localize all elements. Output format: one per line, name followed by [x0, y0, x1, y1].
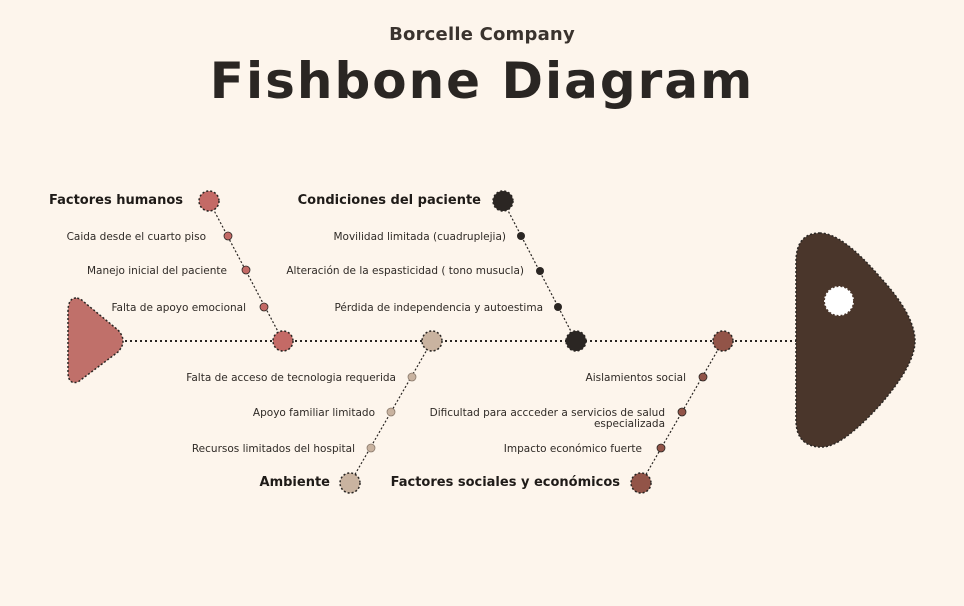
cause-label: Manejo inicial del paciente [87, 265, 227, 277]
category-label-paciente: Condiciones del paciente [298, 193, 482, 208]
cause-label: Aislamientos social [586, 372, 686, 384]
fish-tail [67, 297, 124, 384]
cause-dot [517, 232, 525, 240]
cause-label: especializada [594, 418, 665, 430]
page-title: Fishbone Diagram [209, 52, 755, 110]
cause-dot [366, 443, 376, 453]
cause-label: Apoyo familiar limitado [253, 407, 375, 419]
cause-label: Impacto económico fuerte [504, 443, 642, 455]
cause-dot [259, 302, 269, 312]
cause-dot [677, 407, 687, 417]
cause-dot [698, 372, 708, 382]
cause-dot [656, 443, 666, 453]
bone-sociales-head [630, 472, 652, 494]
fish-head [795, 232, 916, 448]
cause-dot [386, 407, 396, 417]
cause-label: Recursos limitados del hospital [192, 443, 355, 455]
cause-dot [536, 267, 544, 275]
cause-dot [554, 303, 562, 311]
company-name: Borcelle Company [389, 24, 575, 45]
bone-humanos-head [198, 190, 220, 212]
category-label-humanos: Factores humanos [49, 193, 183, 208]
cause-label: Falta de apoyo emocional [111, 302, 246, 314]
cause-dot [241, 265, 251, 275]
cause-label: Alteración de la espasticidad ( tono mus… [286, 265, 524, 277]
bone-ambiente-head [339, 472, 361, 494]
bone-paciente-head [492, 190, 514, 212]
cause-label: Movilidad limitada (cuadruplejia) [333, 231, 506, 243]
bone-paciente-joint [565, 330, 587, 352]
category-label-sociales: Factores sociales y económicos [391, 475, 621, 490]
cause-label: Caida desde el cuarto piso [67, 231, 206, 243]
bone-ambiente-joint [421, 330, 443, 352]
cause-label: Pérdida de independencia y autoestima [334, 302, 543, 314]
fish-eye [823, 285, 855, 317]
bone-humanos-joint [272, 330, 294, 352]
cause-dot [223, 231, 233, 241]
cause-label: Dificultad para accceder a servicios de … [430, 407, 665, 419]
category-label-ambiente: Ambiente [260, 475, 331, 490]
cause-dot [407, 372, 417, 382]
cause-label: Falta de acceso de tecnologia requerida [186, 372, 396, 384]
bone-sociales-joint [712, 330, 734, 352]
